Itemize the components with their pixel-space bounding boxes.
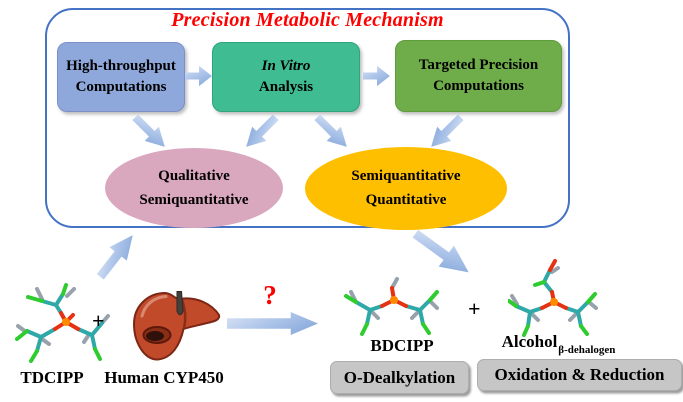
box-line: Analysis: [258, 79, 314, 95]
box-line: Computations: [433, 78, 524, 94]
box-in-vitro: In Vitro Analysis: [212, 42, 360, 112]
bdcipp-molecule-icon: [342, 264, 444, 340]
box-line: In Vitro: [261, 58, 311, 74]
alcohol-subscript: β-dehalogen: [558, 344, 616, 357]
oxidation-reduction-badge: Oxidation & Reduction: [477, 359, 682, 391]
tdcipp-label: TDCIPP: [20, 368, 84, 387]
box-line: Targeted Precision: [418, 57, 539, 73]
ellipse-line: Semiquantitative: [351, 168, 461, 184]
badge-label: Oxidation & Reduction: [494, 365, 665, 384]
o-dealkylation-badge: O-Dealkylation: [330, 361, 469, 394]
arrow-up-right-icon: [92, 228, 142, 283]
tdcipp-molecule-icon: [10, 278, 132, 370]
alcohol-label-text: Alcohol: [501, 332, 558, 351]
liver-icon: [127, 284, 221, 364]
ellipse-line: Qualitative: [158, 167, 230, 184]
box-high-throughput: High-throughput Computations: [57, 42, 185, 112]
alcohol-label: Alcoholβ-dehalogen: [492, 332, 624, 357]
plus-sign: +: [92, 308, 105, 333]
ellipse-line: Quantitative: [365, 192, 447, 208]
badge-label: O-Dealkylation: [343, 367, 456, 387]
ellipse-line: Semiquantitative: [139, 191, 249, 208]
box-targeted-precision: Targeted Precision Computations: [395, 40, 562, 112]
ellipse-qualitative: Qualitative Semiquantitative: [105, 148, 283, 228]
bdcipp-label: BDCIPP: [370, 336, 434, 355]
ellipse-quantitative: Semiquantitative Quantitative: [305, 147, 507, 230]
cyp450-label: Human CYP450: [104, 368, 224, 387]
alcohol-molecule-icon: [508, 256, 600, 338]
question-mark: ?: [263, 280, 277, 310]
box-line: Computations: [75, 79, 167, 95]
box-line: High-throughput: [66, 58, 176, 74]
panel-title: Precision Metabolic Mechanism: [171, 9, 444, 31]
reaction-arrow-icon: [227, 312, 318, 335]
plus-sign: +: [468, 296, 481, 321]
